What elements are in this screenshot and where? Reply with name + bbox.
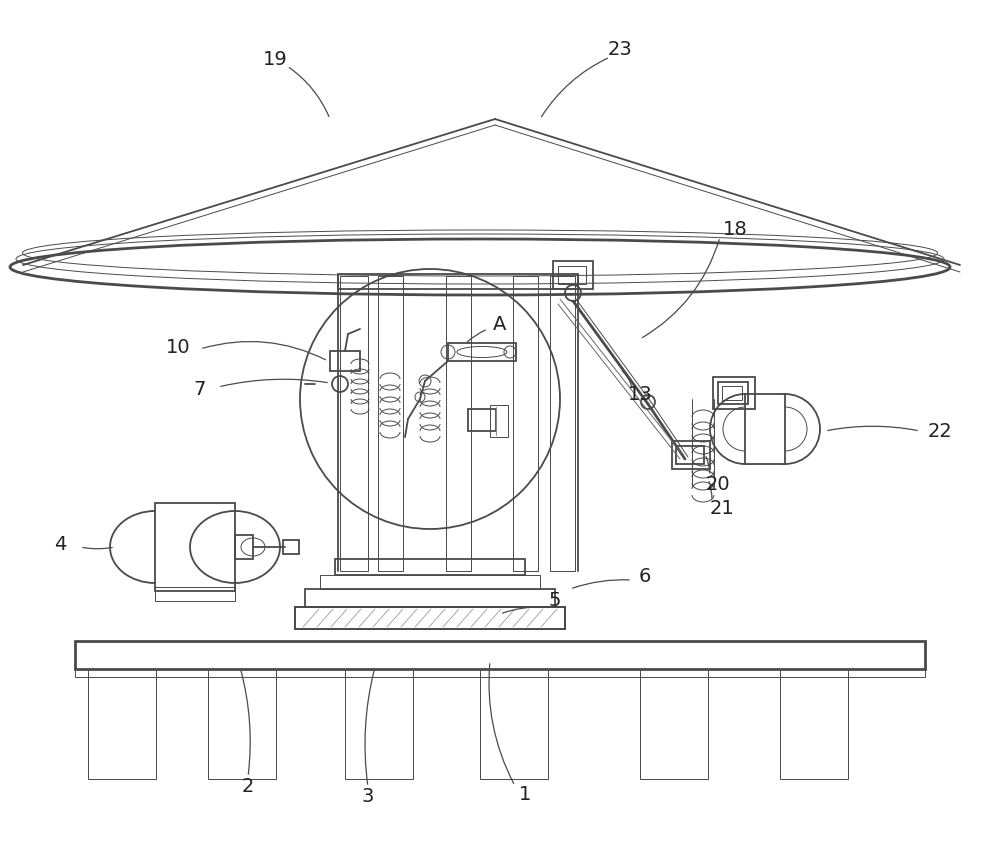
Bar — [448, 343, 516, 361]
Bar — [713, 377, 755, 409]
Bar — [335, 559, 525, 575]
Bar — [75, 669, 925, 677]
Bar — [235, 535, 253, 559]
Text: 21: 21 — [710, 499, 734, 519]
Bar — [722, 386, 742, 400]
Text: 5: 5 — [549, 592, 561, 610]
Bar — [295, 607, 565, 629]
Bar — [640, 669, 708, 779]
Bar — [780, 669, 848, 779]
Bar — [305, 589, 555, 607]
Text: 18: 18 — [723, 220, 747, 239]
Bar — [550, 276, 575, 571]
Bar — [745, 394, 785, 464]
Bar — [490, 405, 508, 437]
Bar — [676, 446, 704, 464]
Text: 3: 3 — [362, 788, 374, 807]
Bar — [155, 587, 235, 601]
Bar — [340, 276, 368, 571]
Text: 23: 23 — [608, 40, 632, 59]
Bar — [88, 669, 156, 779]
Bar — [468, 409, 496, 431]
Bar — [672, 441, 710, 469]
Bar — [553, 261, 593, 289]
Text: 2: 2 — [242, 778, 254, 796]
Text: 19: 19 — [263, 49, 287, 69]
Bar — [295, 607, 565, 629]
Bar — [208, 669, 276, 779]
Bar — [320, 575, 540, 589]
Bar — [283, 540, 299, 554]
Bar — [446, 276, 471, 571]
Bar — [480, 669, 548, 779]
Text: A: A — [493, 314, 507, 334]
Bar — [338, 274, 578, 289]
Bar — [558, 266, 586, 284]
Text: 22: 22 — [928, 421, 952, 441]
Text: 6: 6 — [639, 567, 651, 587]
Text: 10: 10 — [166, 338, 190, 357]
Bar — [513, 276, 538, 571]
Bar — [718, 382, 748, 404]
Text: 1: 1 — [519, 784, 531, 803]
Text: 13: 13 — [628, 385, 652, 403]
Bar — [155, 503, 235, 591]
Bar — [75, 641, 925, 669]
Bar — [330, 351, 360, 371]
Text: 7: 7 — [194, 380, 206, 398]
Text: 4: 4 — [54, 535, 66, 554]
Bar — [378, 276, 403, 571]
Bar — [345, 669, 413, 779]
Text: 20: 20 — [706, 475, 730, 493]
